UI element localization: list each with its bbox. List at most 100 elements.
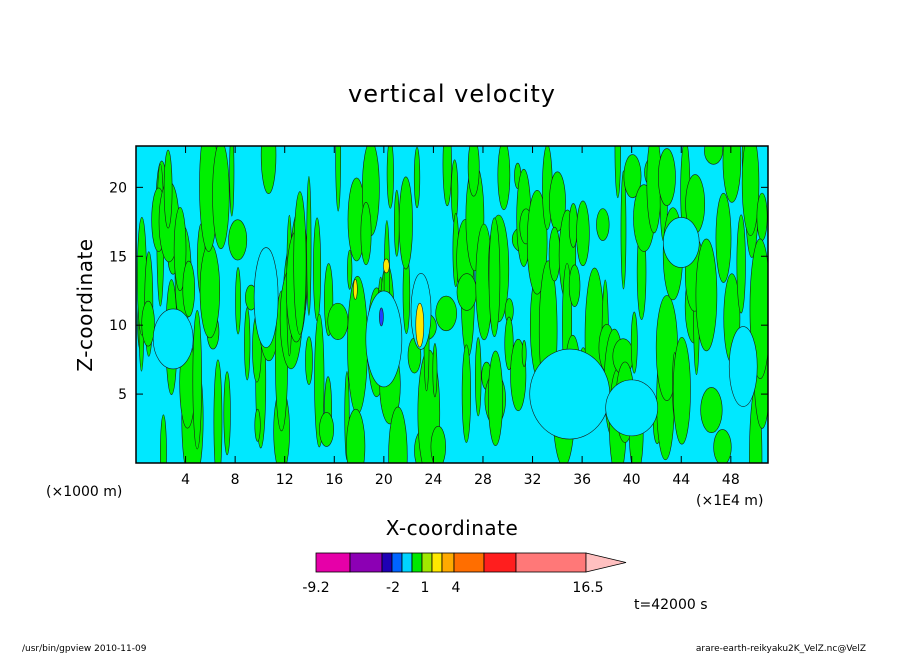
colorbar-label: 1 xyxy=(421,580,430,596)
x-tick-label: 44 xyxy=(672,472,690,488)
colorbar-labels: -9.2 -2 1 4 16.5 xyxy=(302,580,603,596)
field-contour xyxy=(521,340,527,367)
colorbar-label: 16.5 xyxy=(572,580,603,596)
field-contour xyxy=(488,217,501,338)
field-contour xyxy=(526,189,548,295)
footer-left-text: /usr/bin/gpview 2010-11-09 xyxy=(22,644,147,654)
x-axis-ticks: 4 8 12 16 20 24 28 32 36 40 44 48 xyxy=(181,146,740,488)
time-label: t=42000 s xyxy=(634,597,708,613)
field-contour xyxy=(630,311,638,374)
y-axis-title: Z-coordinate xyxy=(73,238,97,371)
field-contour xyxy=(398,176,413,270)
field-contour xyxy=(244,307,251,381)
field-contour xyxy=(347,275,368,415)
field-contour xyxy=(430,425,446,463)
field-contour xyxy=(529,348,611,440)
colorbar-bin xyxy=(391,552,403,573)
field-contour xyxy=(620,170,627,290)
field-contour xyxy=(736,214,746,314)
field-contour xyxy=(450,159,459,224)
field-contour xyxy=(596,208,610,241)
x-tick-label: 28 xyxy=(474,472,492,488)
field-contour xyxy=(293,191,307,335)
field-contour xyxy=(141,300,155,347)
field-contour xyxy=(346,408,366,463)
field-contour xyxy=(152,308,194,370)
field-contour-strong xyxy=(383,258,390,274)
x-tick-label: 36 xyxy=(573,472,591,488)
field-contour xyxy=(461,344,472,443)
field-contour xyxy=(442,146,452,207)
y-tick-label: 20 xyxy=(109,180,127,196)
colorbar-bin xyxy=(421,552,433,573)
colorbar-bin xyxy=(483,552,517,573)
y-axis-ticks: 5 10 15 20 xyxy=(109,180,768,403)
field-contour xyxy=(504,316,514,371)
y-tick-label: 5 xyxy=(118,387,127,403)
field-contour xyxy=(568,264,581,307)
field-contour xyxy=(394,189,400,257)
field-contour xyxy=(456,273,477,311)
field-contour xyxy=(386,146,394,209)
field-contour-strong xyxy=(415,302,425,348)
field-contour xyxy=(614,146,621,199)
x-tick-label: 48 xyxy=(722,472,740,488)
x-tick-label: 20 xyxy=(375,472,393,488)
field-contour xyxy=(335,146,342,212)
colorbar-bin xyxy=(441,552,455,573)
field-contour xyxy=(741,146,760,236)
field-contour xyxy=(497,146,511,211)
colorbar-arrow xyxy=(585,552,627,573)
field-contour xyxy=(228,219,248,261)
field-contour xyxy=(305,336,313,385)
field-contour xyxy=(313,217,322,322)
field-contour xyxy=(199,243,221,339)
chart-title: vertical velocity xyxy=(348,80,556,108)
x-tick-label: 4 xyxy=(181,472,190,488)
x-unit-secondary-label: (×1E4 m) xyxy=(696,493,763,509)
field-contour xyxy=(212,146,230,250)
field-contour xyxy=(704,146,723,165)
x-tick-label: 8 xyxy=(231,472,240,488)
field-contour xyxy=(623,154,642,199)
field-contour xyxy=(254,408,261,442)
colorbar-bin xyxy=(315,552,351,573)
field-contour-strong xyxy=(379,307,384,327)
field-contour xyxy=(182,260,195,318)
field-contour xyxy=(260,146,277,195)
field-contour xyxy=(605,379,658,437)
colorbar-bin xyxy=(401,552,413,573)
field-contour-strong xyxy=(353,279,358,300)
colorbar-bin xyxy=(431,552,443,573)
field-contour xyxy=(173,206,187,292)
y-tick-label: 10 xyxy=(109,318,127,334)
field-contour xyxy=(306,175,312,316)
field-contour xyxy=(700,387,723,434)
field-contour xyxy=(327,302,349,341)
field-contour xyxy=(235,267,241,335)
field-contour xyxy=(756,192,768,241)
x-tick-label: 16 xyxy=(325,472,343,488)
field-contour xyxy=(658,148,676,206)
plot-frame xyxy=(135,145,769,464)
field-contour xyxy=(715,192,732,283)
field-contour xyxy=(713,429,732,463)
field-contour xyxy=(435,295,457,332)
field-contour xyxy=(467,146,480,197)
colorbar-bin xyxy=(381,552,393,573)
field-contour xyxy=(347,249,353,290)
x-tick-label: 40 xyxy=(623,472,641,488)
field-contour xyxy=(213,359,223,463)
field-contour xyxy=(223,371,231,456)
field-contour xyxy=(728,326,758,407)
field-contour xyxy=(662,217,700,268)
colorbar-label: -9.2 xyxy=(302,580,329,596)
field-contour xyxy=(672,336,691,445)
field-contour xyxy=(695,238,718,352)
footer-right-text: arare-earth-reikyaku2K_VelZ.nc@VelZ xyxy=(696,644,866,654)
colorbar-bin xyxy=(411,552,423,573)
field-contour xyxy=(568,203,578,248)
field-contour xyxy=(722,146,742,203)
x-axis-title: X-coordinate xyxy=(386,516,519,540)
